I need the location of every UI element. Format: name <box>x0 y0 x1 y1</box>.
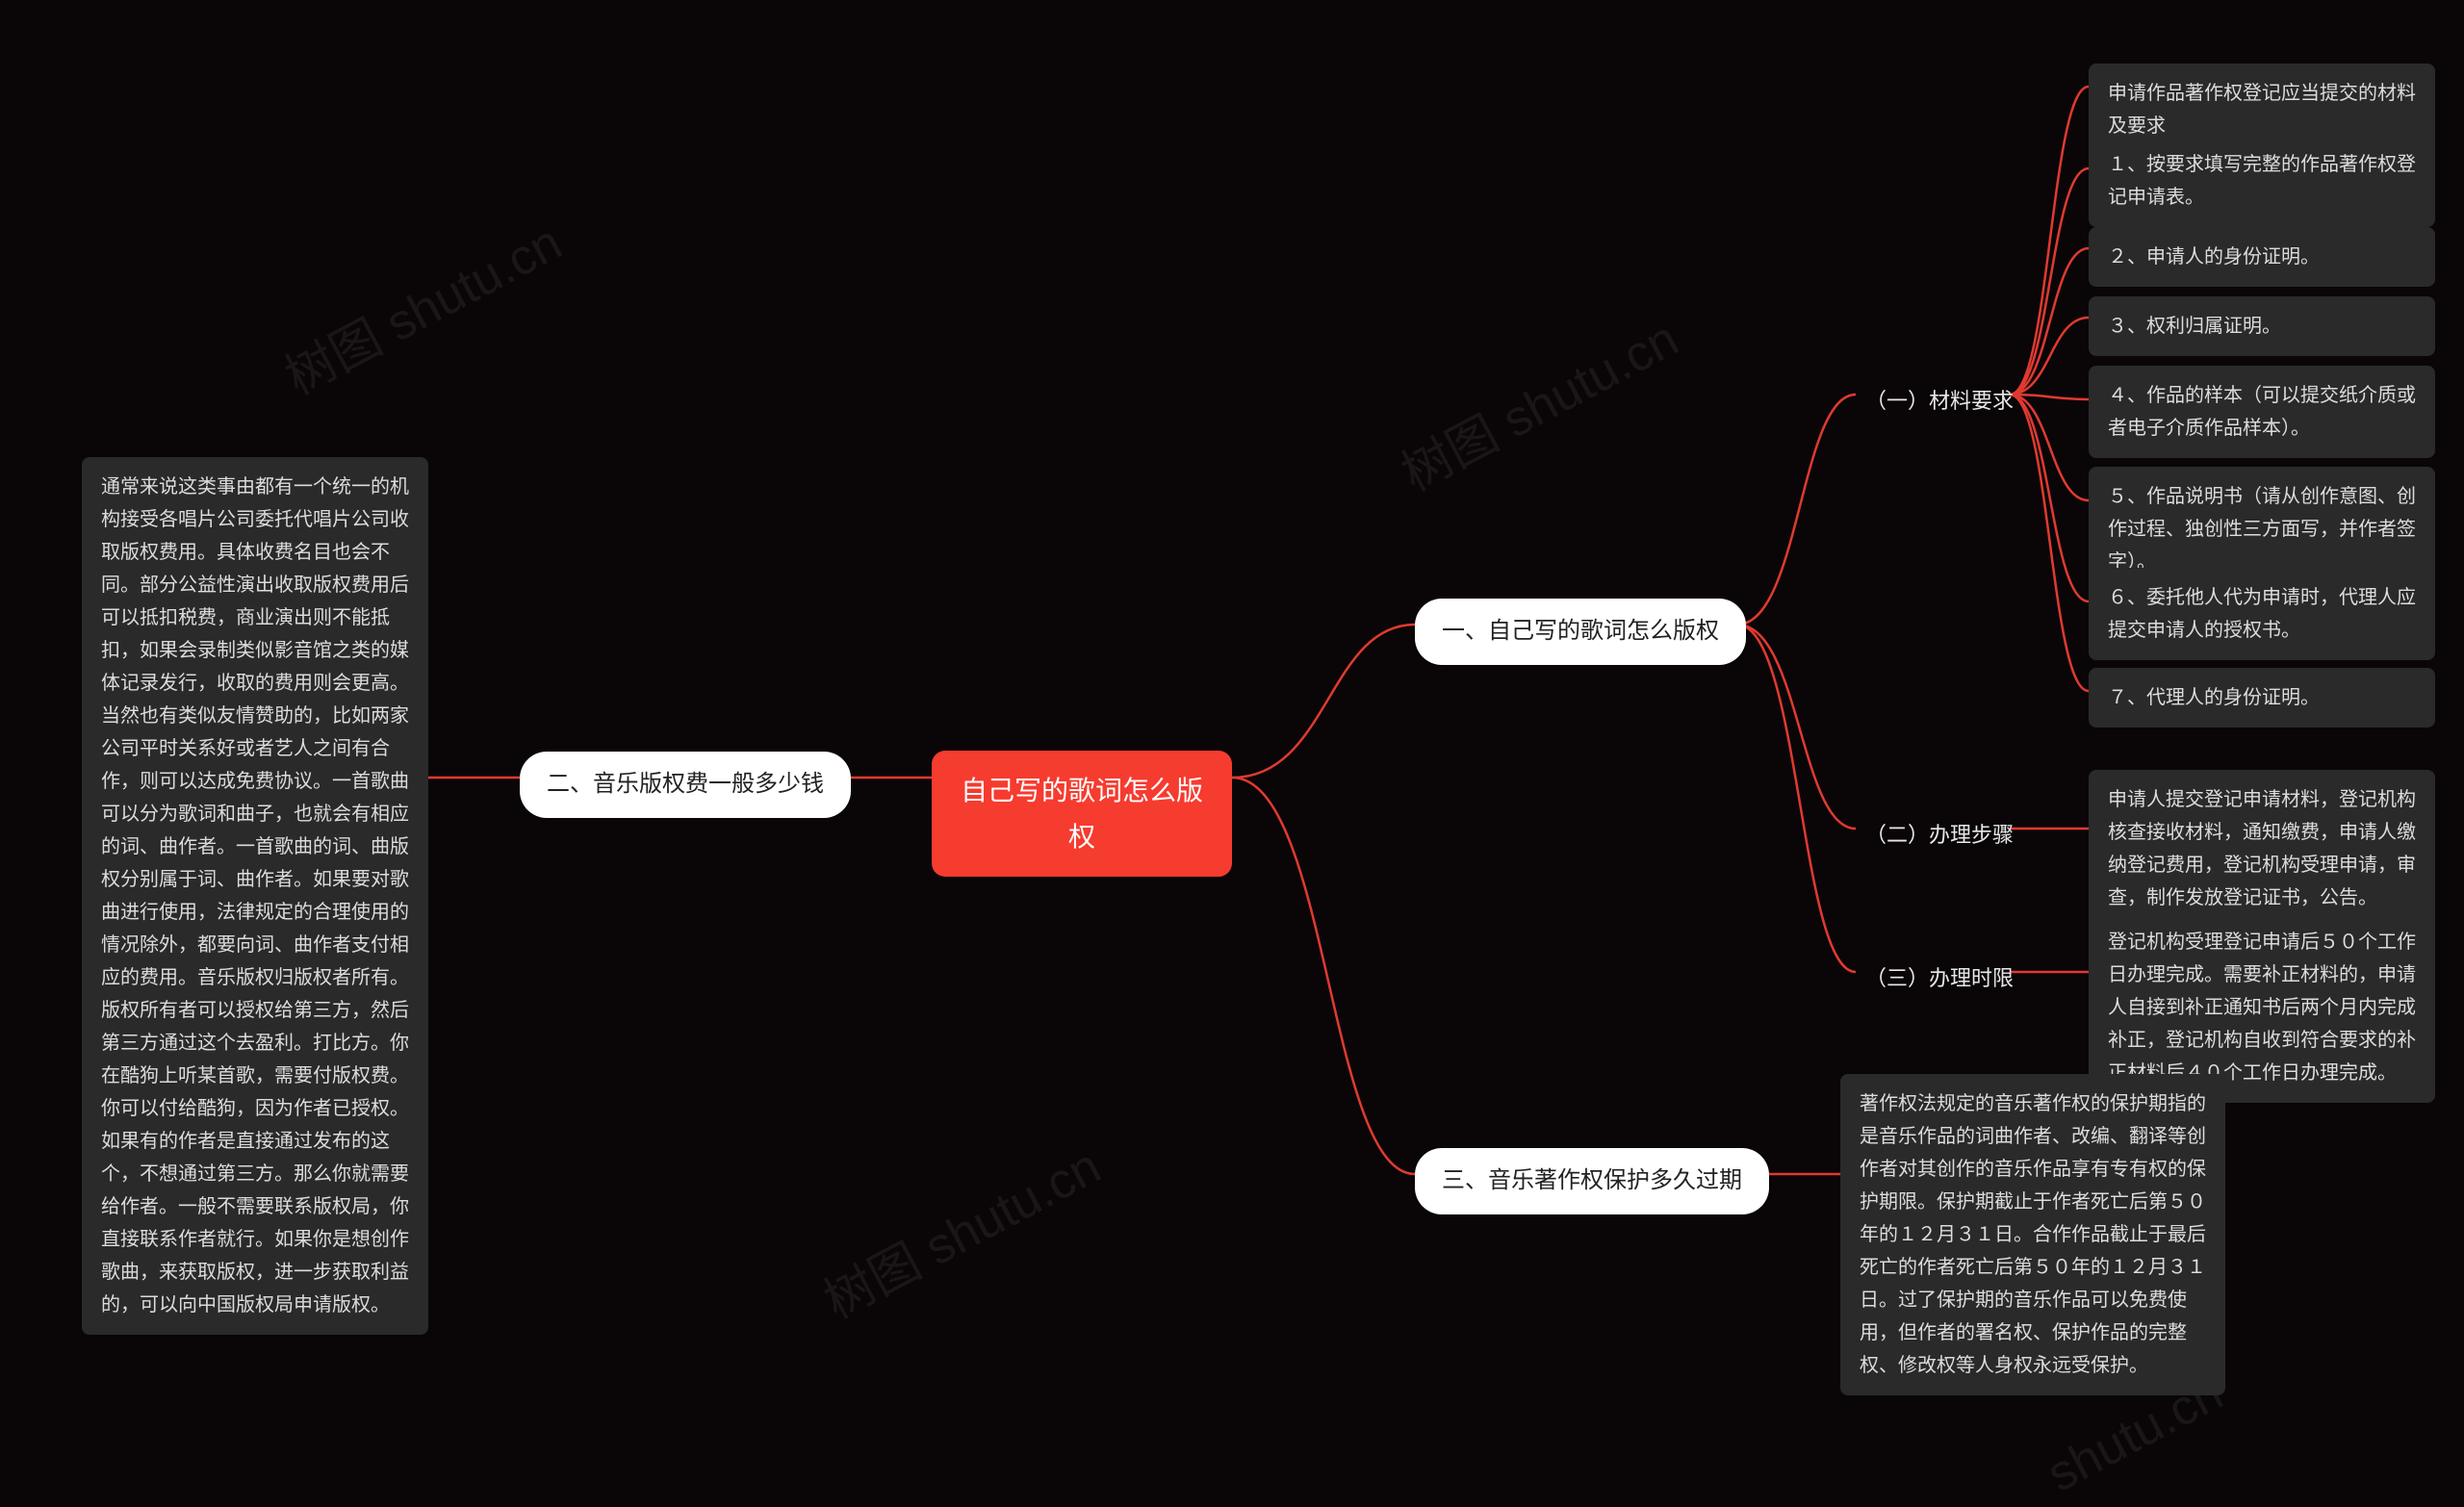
sub1-item-5-text: ５、作品说明书（请从创作意图、创作过程、独创性三方面写，并作者签字）。 <box>2108 486 2416 573</box>
sub1-item-2-text: ２、申请人的身份证明。 <box>2108 246 2320 268</box>
sub2-text-content: 申请人提交登记申请材料，登记机构核查接收材料，通知缴费，申请人缴纳登记费用，登记… <box>2108 789 2416 908</box>
branch-3: 三、音乐著作权保护多久过期 <box>1415 1148 1769 1214</box>
sub1-item-0-text: 申请作品著作权登记应当提交的材料及要求 <box>2108 83 2416 137</box>
watermark: 树图 shutu.cn <box>270 202 572 408</box>
sub1-item-1: １、按要求填写完整的作品著作权登记申请表。 <box>2089 135 2435 227</box>
watermark: 树图 shutu.cn <box>1387 298 1688 504</box>
branch-1-label: 一、自己写的歌词怎么版权 <box>1442 618 1719 644</box>
sub1-item-6-text: ６、委托他人代为申请时，代理人应提交申请人的授权书。 <box>2108 587 2416 641</box>
branch-2-label: 二、音乐版权费一般多少钱 <box>547 771 824 797</box>
sub2-label-text: （二）办理步骤 <box>1865 823 2014 847</box>
branch-1: 一、自己写的歌词怎么版权 <box>1415 599 1746 665</box>
sub1-item-1-text: １、按要求填写完整的作品著作权登记申请表。 <box>2108 154 2416 208</box>
sub1-item-2: ２、申请人的身份证明。 <box>2089 227 2435 287</box>
branch-1-sub2-label: （二）办理步骤 <box>1856 811 2023 858</box>
branch-3-label: 三、音乐著作权保护多久过期 <box>1442 1167 1742 1193</box>
sub1-item-7-text: ７、代理人的身份证明。 <box>2108 687 2320 708</box>
sub2-text: 申请人提交登记申请材料，登记机构核查接收材料，通知缴费，申请人缴纳登记费用，登记… <box>2089 770 2435 928</box>
sub1-item-4: ４、作品的样本（可以提交纸介质或者电子介质作品样本）。 <box>2089 366 2435 458</box>
watermark: 树图 shutu.cn <box>809 1126 1111 1332</box>
sub3-label-text: （三）办理时限 <box>1865 966 2014 990</box>
sub1-label-text: （一）材料要求 <box>1865 389 2014 413</box>
branch-2-text-content: 通常来说这类事由都有一个统一的机构接受各唱片公司委托代唱片公司收取版权费用。具体… <box>101 476 409 1315</box>
sub1-item-6: ６、委托他人代为申请时，代理人应提交申请人的授权书。 <box>2089 568 2435 660</box>
root-label: 自己写的歌词怎么版权 <box>961 776 1203 852</box>
root-node: 自己写的歌词怎么版权 <box>932 751 1232 877</box>
sub1-item-7: ７、代理人的身份证明。 <box>2089 668 2435 728</box>
sub3-text-content: 登记机构受理登记申请后５０个工作日办理完成。需要补正材料的，申请人自接到补正通知… <box>2108 932 2416 1084</box>
sub1-item-3-text: ３、权利归属证明。 <box>2108 316 2281 337</box>
branch-2-text: 通常来说这类事由都有一个统一的机构接受各唱片公司委托代唱片公司收取版权费用。具体… <box>82 457 428 1335</box>
branch-3-text: 著作权法规定的音乐著作权的保护期指的是音乐作品的词曲作者、改编、翻译等创作者对其… <box>1840 1074 2225 1395</box>
branch-1-sub1-label: （一）材料要求 <box>1856 377 2023 424</box>
branch-2: 二、音乐版权费一般多少钱 <box>520 752 851 818</box>
branch-3-text-content: 著作权法规定的音乐著作权的保护期指的是音乐作品的词曲作者、改编、翻译等创作者对其… <box>1860 1093 2206 1376</box>
branch-1-sub3-label: （三）办理时限 <box>1856 955 2023 1002</box>
sub1-item-4-text: ４、作品的样本（可以提交纸介质或者电子介质作品样本）。 <box>2108 385 2416 439</box>
sub1-item-3: ３、权利归属证明。 <box>2089 296 2435 356</box>
